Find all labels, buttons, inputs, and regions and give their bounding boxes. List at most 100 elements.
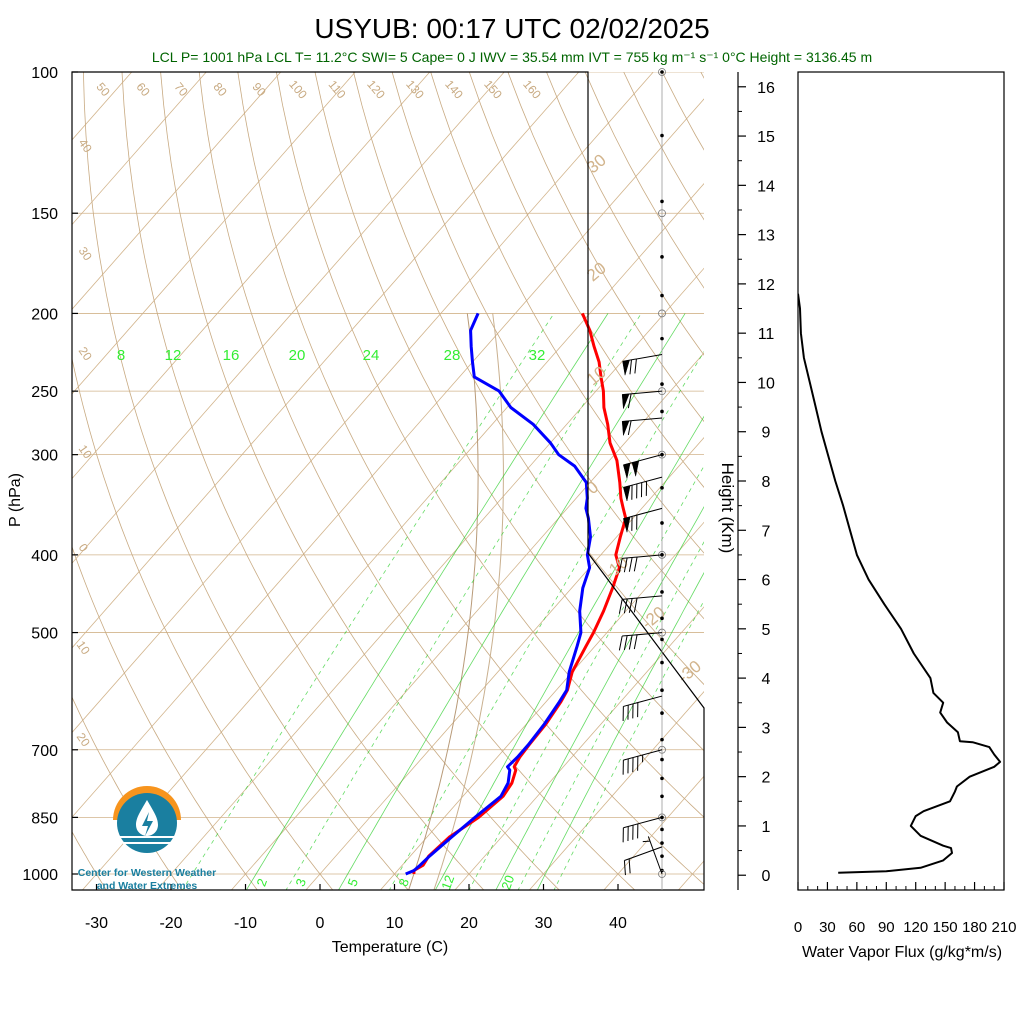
x-tick-label: -30	[85, 915, 108, 932]
level-dot	[660, 617, 664, 621]
barb-full	[634, 557, 637, 571]
barb-flag	[623, 463, 630, 478]
level-dot	[660, 382, 664, 386]
mixing-ratio-line	[537, 313, 849, 891]
x-tick-label: 40	[609, 915, 627, 932]
mixing-ratio-line	[518, 313, 834, 891]
level-dot	[660, 758, 664, 762]
y-tick-label: 250	[31, 384, 58, 401]
height-tick-label: 7	[762, 523, 771, 540]
logo-text-line2: and Water Extremes	[97, 880, 198, 892]
isotherm-line	[82, 72, 803, 891]
wind-barb	[624, 847, 662, 875]
skewt-frame	[72, 72, 704, 890]
height-tick-label: 16	[757, 80, 775, 97]
barb-full	[635, 359, 637, 373]
barb-full	[624, 861, 625, 876]
level-dot	[660, 841, 664, 845]
y-tick-label: 200	[31, 306, 58, 323]
barb-full	[629, 859, 630, 874]
mixing-ratio-label: 8	[117, 347, 125, 364]
skewt-y-axis-label: P (hPa)	[7, 473, 24, 527]
barb-flag	[623, 486, 630, 501]
x-tick-label: -20	[159, 915, 182, 932]
skewt-background	[0, 72, 1024, 891]
dry-adiabat-line	[662, 72, 1024, 891]
level-dot	[660, 255, 664, 259]
flux-x-tick-label: 0	[794, 919, 802, 936]
isotherm-line	[380, 72, 1024, 891]
barb-full	[629, 635, 632, 649]
dry-adiabat-label: 80	[210, 80, 230, 99]
mixing-ratio-line	[182, 313, 554, 891]
isotherm-line	[529, 72, 1024, 891]
flux-x-tick-label: 180	[962, 919, 987, 936]
mixing-ratio-label: 16	[223, 347, 240, 364]
logo-emblem	[113, 786, 181, 853]
mixing-ratio-line	[495, 313, 815, 891]
dry-adiabat-line	[469, 72, 1024, 891]
x-tick-label: 0	[316, 915, 325, 932]
flux-plot	[798, 294, 1000, 873]
barb-shaft	[622, 555, 662, 558]
x-tick-label: 10	[386, 915, 404, 932]
isotherm-left-label: 10	[74, 638, 93, 657]
y-tick-label: 400	[31, 548, 58, 565]
level-dot	[660, 738, 664, 742]
dry-adiabat-label: 90	[249, 80, 269, 99]
y-tick-label: 300	[31, 448, 58, 465]
mixing-ratio-label: 8	[395, 876, 412, 888]
isotherm-left-label: 20	[74, 730, 93, 749]
dry-adiabat-line	[739, 72, 1024, 891]
barb-shaft	[648, 836, 662, 874]
dry-adiabat-label: 60	[133, 80, 153, 99]
dry-adiabat-line	[276, 72, 787, 891]
level-dot	[660, 134, 664, 138]
x-tick-label: 30	[535, 915, 553, 932]
dry-adiabat-line	[547, 72, 1024, 891]
mixing-ratio-line	[246, 313, 608, 891]
height-tick-label: 5	[762, 622, 771, 639]
y-tick-label: 850	[31, 810, 58, 827]
barb-full	[634, 635, 637, 649]
isotherm-line	[0, 72, 281, 891]
isotherm-line	[752, 72, 1024, 891]
isotherm-line	[0, 72, 504, 891]
mixing-ratio-label: 12	[165, 347, 182, 364]
mixing-ratio-label: 32	[529, 347, 546, 364]
dry-adiabat-line	[238, 72, 712, 891]
y-tick-label: 150	[31, 206, 58, 223]
flux-x-tick-label: 150	[933, 919, 958, 936]
mixing-ratio-line	[338, 313, 685, 891]
height-tick-label: 2	[762, 770, 771, 787]
level-dot	[660, 777, 664, 781]
wind-barb	[623, 817, 662, 842]
isotherm-line	[305, 72, 1024, 891]
barb-flag	[623, 360, 630, 375]
flux-x-tick-label: 120	[903, 919, 928, 936]
dry-adiabat-label: 100	[286, 77, 310, 102]
wind-barb	[623, 508, 662, 532]
x-tick-label: 20	[460, 915, 478, 932]
level-dot	[660, 828, 664, 832]
height-tick-label: 10	[757, 375, 775, 392]
isotherm-left-label: 20	[76, 344, 95, 363]
dry-adiabat-line	[585, 72, 1024, 891]
barb-full	[619, 599, 622, 613]
flux-x-tick-label: 90	[878, 919, 895, 936]
level-dot	[660, 638, 664, 642]
mixing-ratio-label: 24	[363, 347, 380, 364]
isotherm-left-label: 30	[76, 244, 95, 263]
barb-shaft	[622, 633, 662, 636]
isotherm-label: -20	[638, 603, 669, 633]
barb-half	[643, 841, 650, 842]
x-tick-label: -10	[234, 915, 257, 932]
dry-adiabat-line	[701, 72, 1024, 891]
isotherm-label: 30	[583, 150, 610, 177]
dry-adiabat-label: 70	[171, 80, 191, 99]
level-dot	[660, 486, 664, 490]
mixing-ratio-label: 12	[438, 873, 457, 892]
cw3e-logo: Center for Western Weather and Water Ext…	[78, 786, 216, 892]
